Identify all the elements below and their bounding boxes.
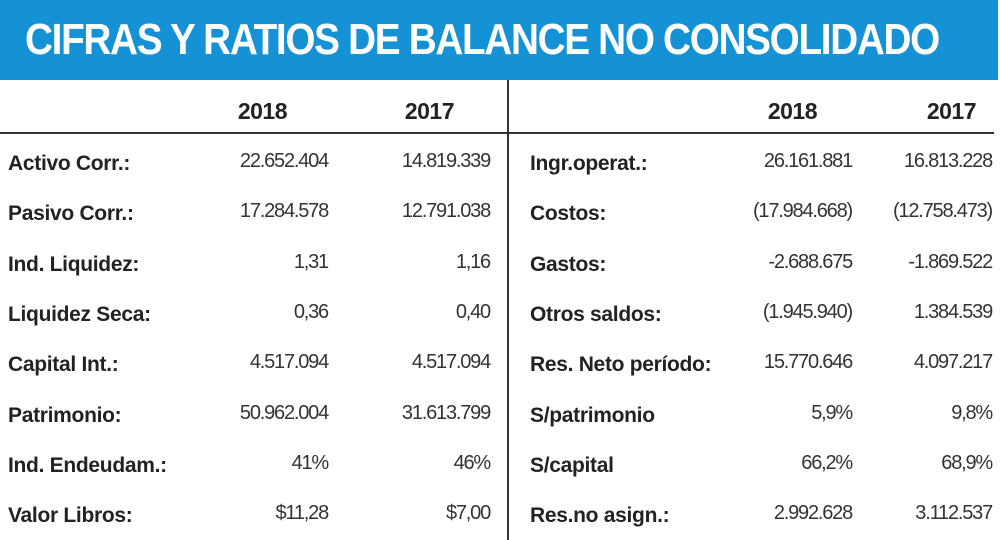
row-label: Pasivo Corr.: — [8, 202, 134, 226]
value-2018: 17.284.578 — [239, 200, 329, 223]
value-2017: 12.791.038 — [401, 200, 491, 223]
value-2017: 1,16 — [455, 250, 491, 273]
value-2017: $7,00 — [445, 502, 491, 525]
right-header-2018: 2018 — [767, 98, 818, 124]
right-table-row: Gastos: -2.688.675 -1.869.522 — [0, 251, 1000, 281]
value-2018: 15.770.646 — [763, 351, 853, 374]
right-table-row: S/patrimonio 5,9% 9,8% — [0, 402, 1000, 432]
value-2018: $11,28 — [275, 502, 330, 525]
value-2017: 46% — [453, 451, 492, 474]
left-header-rule — [0, 132, 507, 134]
value-2018: 1,31 — [293, 250, 329, 273]
value-2017: -1.869.522 — [908, 250, 993, 273]
left-table-row: Ind. Liquidez: 1,31 1,16 — [0, 251, 1000, 281]
right-table-row: S/capital 66,2% 68,9% — [0, 452, 1000, 482]
right-table-row: Costos: (17.984.668) (12.758.473) — [0, 200, 1000, 230]
left-header-2017: 2017 — [404, 98, 455, 124]
right-table-row: Res.no asign.: 2.992.628 3.112.537 — [0, 502, 1000, 532]
right-table-row: Ingr.operat.: 26.161.881 16.813.228 — [0, 150, 1000, 180]
value-2017: 0,40 — [455, 300, 491, 323]
value-2017: 68,9% — [941, 451, 993, 474]
value-2018: 41% — [291, 451, 330, 474]
row-label: Liquidez Seca: — [8, 302, 151, 326]
left-table-row: Ind. Endeudam.: 41% 46% — [0, 452, 1000, 482]
row-label: Res. Neto período: — [530, 353, 712, 377]
right-header-rule — [509, 132, 994, 134]
value-2018: 0,36 — [293, 300, 329, 323]
left-header-2018: 2018 — [237, 98, 288, 124]
value-2017: 9,8% — [951, 401, 993, 424]
right-header-2017: 2017 — [926, 98, 977, 124]
left-table-row: Activo Corr.: 22.652.404 14.819.339 — [0, 150, 1000, 180]
left-table-row: Pasivo Corr.: 17.284.578 12.791.038 — [0, 200, 1000, 230]
row-label: Capital Int.: — [8, 353, 119, 377]
row-label: Otros saldos: — [530, 302, 662, 326]
row-label: Res.no asign.: — [530, 504, 670, 528]
row-label: Gastos: — [530, 252, 607, 276]
value-2018: 50.962.004 — [239, 401, 329, 424]
value-2017: 4.097.217 — [913, 351, 993, 374]
value-2017: 4.517.094 — [411, 351, 491, 374]
page-title: CIFRAS Y RATIOS DE BALANCE NO CONSOLIDAD… — [25, 15, 940, 64]
value-2017: 3.112.537 — [915, 502, 993, 525]
title-banner: CIFRAS Y RATIOS DE BALANCE NO CONSOLIDAD… — [0, 0, 998, 80]
left-table-row: Capital Int.: 4.517.094 4.517.094 — [0, 351, 1000, 381]
row-label: Patrimonio: — [8, 403, 122, 427]
right-table-row: Res. Neto período: 15.770.646 4.097.217 — [0, 351, 1000, 381]
right-table-row: Otros saldos: (1.945.940) 1.384.539 — [0, 301, 1000, 331]
left-table-row: Patrimonio: 50.962.004 31.613.799 — [0, 402, 1000, 432]
column-divider — [507, 80, 509, 540]
value-2018: (17.984.668) — [752, 200, 853, 223]
row-label: S/patrimonio — [530, 403, 655, 427]
row-label: Ind. Liquidez: — [8, 252, 140, 276]
value-2017: 16.813.228 — [903, 150, 993, 172]
row-label: S/capital — [530, 453, 614, 477]
left-table-row: Liquidez Seca: 0,36 0,40 — [0, 301, 1000, 331]
value-2018: -2.688.675 — [768, 250, 853, 273]
value-2017: 1.384.539 — [913, 300, 993, 323]
row-label: Ingr.operat.: — [530, 152, 648, 175]
value-2018: 4.517.094 — [249, 351, 329, 374]
row-label: Activo Corr.: — [8, 152, 131, 175]
value-2018: 66,2% — [801, 451, 853, 474]
row-label: Ind. Endeudam.: — [8, 453, 167, 477]
value-2018: 5,9% — [811, 401, 853, 424]
value-2017: 14.819.339 — [401, 150, 491, 172]
value-2018: 2.992.628 — [773, 502, 853, 525]
value-2017: 31.613.799 — [401, 401, 491, 424]
row-label: Valor Libros: — [8, 504, 133, 528]
value-2018: 26.161.881 — [763, 150, 853, 172]
value-2018: 22.652.404 — [239, 150, 329, 172]
left-table-row: Valor Libros: $11,28 $7,00 — [0, 502, 1000, 532]
row-label: Costos: — [530, 202, 607, 226]
value-2018: (1.945.940) — [762, 300, 853, 323]
value-2017: (12.758.473) — [892, 200, 993, 223]
